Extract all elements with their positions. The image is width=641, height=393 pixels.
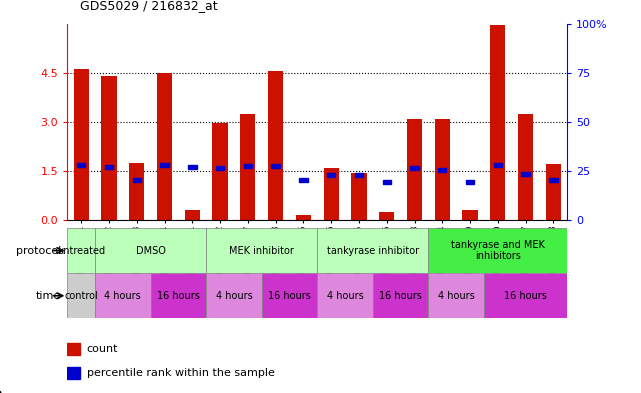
Bar: [206, 228, 317, 273]
Bar: [494, 163, 502, 167]
Bar: [74, 70, 89, 220]
Bar: [95, 228, 206, 273]
Text: 4 hours: 4 hours: [104, 291, 141, 301]
Text: 16 hours: 16 hours: [379, 291, 422, 301]
Text: tankyrase inhibitor: tankyrase inhibitor: [327, 246, 419, 255]
Bar: [67, 228, 95, 273]
Bar: [521, 172, 530, 176]
Bar: [484, 273, 567, 318]
Text: tankyrase and MEK
inhibitors: tankyrase and MEK inhibitors: [451, 240, 545, 261]
Bar: [240, 114, 256, 220]
Bar: [185, 210, 200, 220]
Bar: [354, 173, 363, 177]
Bar: [188, 165, 197, 169]
Bar: [129, 163, 144, 220]
Bar: [206, 273, 262, 318]
Text: GDS5029 / 216832_at: GDS5029 / 216832_at: [80, 0, 218, 12]
Text: time: time: [36, 291, 61, 301]
Text: DMSO: DMSO: [136, 246, 165, 255]
Bar: [428, 228, 567, 273]
Bar: [133, 178, 141, 182]
Bar: [67, 367, 80, 379]
Text: 4 hours: 4 hours: [327, 291, 363, 301]
Text: control: control: [64, 291, 98, 301]
Text: 16 hours: 16 hours: [157, 291, 200, 301]
Bar: [435, 119, 450, 220]
Bar: [317, 273, 373, 318]
Bar: [67, 273, 95, 318]
Text: count: count: [87, 344, 118, 354]
Bar: [518, 114, 533, 220]
Bar: [466, 180, 474, 184]
Bar: [490, 25, 506, 220]
Bar: [244, 164, 252, 168]
Text: protocol: protocol: [15, 246, 61, 255]
Text: MEK inhibitor: MEK inhibitor: [229, 246, 294, 255]
Bar: [262, 273, 317, 318]
Bar: [104, 165, 113, 169]
Text: 16 hours: 16 hours: [504, 291, 547, 301]
Bar: [95, 273, 151, 318]
Bar: [351, 173, 367, 220]
Bar: [428, 273, 484, 318]
Bar: [549, 178, 558, 182]
Bar: [327, 173, 335, 177]
Bar: [216, 166, 224, 170]
Text: 4 hours: 4 hours: [215, 291, 253, 301]
Bar: [407, 119, 422, 220]
Bar: [299, 178, 308, 182]
Bar: [373, 273, 428, 318]
Bar: [296, 215, 311, 220]
Bar: [410, 166, 419, 170]
Bar: [212, 123, 228, 220]
Text: percentile rank within the sample: percentile rank within the sample: [87, 368, 274, 378]
Text: 16 hours: 16 hours: [268, 291, 311, 301]
Bar: [317, 228, 428, 273]
Bar: [438, 168, 447, 172]
Bar: [101, 76, 117, 220]
Bar: [77, 163, 85, 167]
Bar: [160, 163, 169, 167]
Text: untreated: untreated: [57, 246, 105, 255]
Text: 4 hours: 4 hours: [438, 291, 474, 301]
Bar: [379, 212, 394, 220]
Bar: [383, 180, 391, 184]
Bar: [151, 273, 206, 318]
Bar: [462, 210, 478, 220]
Bar: [545, 164, 561, 220]
Bar: [324, 168, 339, 220]
Bar: [268, 71, 283, 220]
Bar: [271, 164, 280, 168]
Bar: [67, 343, 80, 355]
Bar: [157, 73, 172, 220]
